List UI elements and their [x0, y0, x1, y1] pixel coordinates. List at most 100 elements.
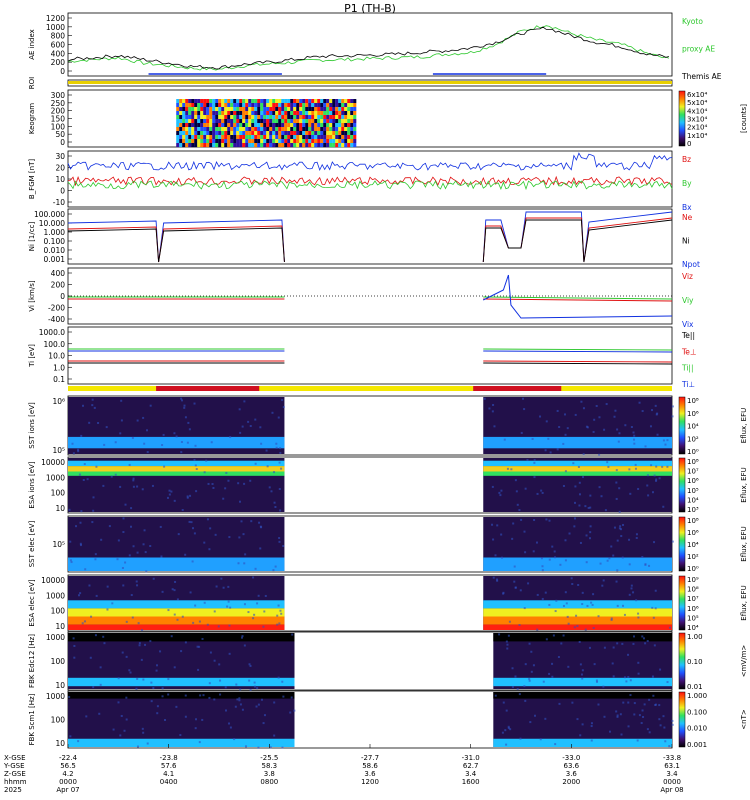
spec-noise	[174, 580, 177, 583]
keogram-cell	[290, 139, 294, 144]
spec-noise	[142, 416, 145, 419]
spec-noise	[156, 705, 159, 708]
cbar-tick-sstion: 10⁶	[687, 410, 699, 418]
ytick-label-esaelec: 10	[55, 622, 65, 631]
keogram-cell	[281, 143, 285, 148]
keogram-cell	[314, 143, 318, 148]
keogram-cell	[248, 119, 252, 124]
spec-noise	[540, 489, 543, 492]
spec-noise	[69, 559, 72, 562]
spec-noise	[655, 478, 658, 481]
roi-bar	[68, 81, 672, 84]
keogram-cell	[215, 115, 219, 120]
spec-noise	[654, 404, 657, 407]
keogram-cell	[266, 135, 270, 140]
keogram-cell	[185, 131, 189, 136]
spec-noise	[155, 664, 158, 667]
spec-noise	[539, 738, 542, 741]
spec-noise	[597, 703, 600, 706]
keogram-cell	[278, 99, 282, 104]
spec-noise	[254, 462, 257, 465]
spec-noise	[128, 463, 131, 466]
spec-noise	[615, 469, 618, 472]
spec-noise	[501, 731, 504, 734]
spec-noise	[290, 696, 293, 699]
spec-noise	[647, 494, 650, 497]
keogram-cell	[347, 135, 351, 140]
ytick-label-ae: 0	[60, 67, 65, 76]
keogram-cell	[308, 99, 312, 104]
keogram-cell	[275, 99, 279, 104]
keogram-cell	[182, 107, 186, 112]
keogram-cell	[290, 103, 294, 108]
keogram-cell	[314, 99, 318, 104]
spec-noise	[194, 727, 197, 730]
keogram-cell	[263, 139, 267, 144]
keogram-cell	[248, 131, 252, 136]
spec-noise	[247, 611, 250, 614]
keogram-cell	[233, 123, 237, 128]
keogram-cell	[215, 127, 219, 132]
spec-noise	[95, 465, 98, 468]
keogram-cell	[185, 103, 189, 108]
keogram-cell	[272, 131, 276, 136]
spec-noise	[189, 591, 192, 594]
spec-noise	[276, 614, 279, 617]
spec-noise	[121, 566, 124, 569]
spec-noise	[575, 614, 578, 617]
keogram-cell	[227, 139, 231, 144]
keogram-cell	[341, 115, 345, 120]
keogram-cell	[251, 115, 255, 120]
spec-noise	[590, 722, 593, 725]
spec-noise	[119, 485, 122, 488]
spec-noise	[629, 492, 632, 495]
spec-noise	[524, 487, 527, 490]
spec-bg	[493, 692, 672, 747]
keogram-cell	[293, 139, 297, 144]
spec-noise	[615, 580, 618, 583]
cbar-tick-esaion: 10⁶	[687, 477, 699, 485]
keogram-cell	[332, 111, 336, 116]
spec-noise	[120, 399, 123, 402]
spec-noise	[220, 577, 223, 580]
keogram-cell	[188, 139, 192, 144]
keogram-cell	[260, 119, 264, 124]
keogram-cell	[188, 131, 192, 136]
spec-noise	[235, 683, 238, 686]
keogram-cell	[212, 115, 216, 120]
spec-band	[483, 466, 672, 472]
keogram-cell	[254, 119, 258, 124]
spec-band	[483, 557, 672, 571]
spec-noise	[240, 636, 243, 639]
spec-noise	[249, 688, 252, 691]
spec-noise	[598, 416, 601, 419]
keogram-cell	[323, 143, 327, 148]
keogram-cell	[305, 111, 309, 116]
keogram-cell	[263, 119, 267, 124]
spec-noise	[177, 533, 180, 536]
keogram-cell	[272, 135, 276, 140]
spec-noise	[142, 678, 145, 681]
spec-noise	[573, 501, 576, 504]
keogram-cell	[245, 115, 249, 120]
legend-ae: Kyoto	[682, 17, 703, 26]
xaxis-row-label: Y-GSE	[3, 762, 25, 770]
plot-layer: AE index120010008006004002000Kyotoproxy …	[3, 12, 748, 794]
keogram-cell	[320, 135, 324, 140]
keogram-cell	[233, 143, 237, 148]
keogram-cell	[239, 103, 243, 108]
spec-noise	[149, 544, 152, 547]
keogram-cell	[344, 139, 348, 144]
keogram-cell	[230, 119, 234, 124]
spec-noise	[507, 634, 510, 637]
keogram-cell	[323, 119, 327, 124]
spec-noise	[233, 738, 236, 741]
spec-band	[68, 624, 285, 630]
keogram-cell	[308, 111, 312, 116]
keogram-cell	[353, 115, 357, 120]
keogram-cell	[308, 103, 312, 108]
spec-noise	[616, 604, 619, 607]
spec-noise	[180, 650, 183, 653]
spec-noise	[616, 715, 619, 718]
keogram-cell	[227, 99, 231, 104]
